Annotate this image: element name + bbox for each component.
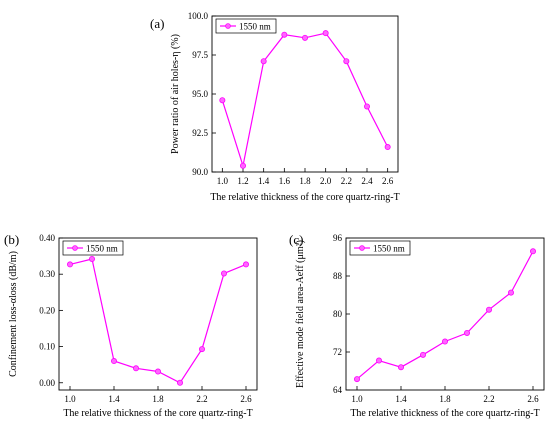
x-tick-label: 2.6 [527, 394, 539, 404]
data-point [397, 364, 404, 371]
y-tick-label: 90.0 [192, 167, 208, 177]
x-tick-label: 1.6 [279, 176, 291, 186]
data-point [111, 358, 118, 365]
legend-marker [359, 245, 365, 251]
data-point [343, 58, 350, 65]
y-tick-label: 0.40 [39, 233, 55, 243]
y-tick-label: 96 [333, 233, 343, 243]
x-tick-label: 2.6 [382, 176, 394, 186]
x-tick-label: 2.2 [341, 176, 352, 186]
legend-marker [225, 23, 231, 29]
y-tick-label: 0.20 [39, 305, 55, 315]
legend-box [215, 18, 277, 34]
data-point [220, 270, 227, 277]
data-point [363, 103, 370, 110]
y-tick-label: 88 [333, 271, 343, 281]
y-axis-label: Power ratio of air holes-η (%) [170, 34, 181, 154]
y-tick-label: 97.5 [192, 50, 208, 60]
data-point [507, 289, 514, 296]
x-tick-label: 1.4 [108, 394, 120, 404]
data-point [301, 34, 308, 41]
data-point [239, 162, 246, 169]
series-line [221, 32, 389, 166]
x-axis-label: The relative thickness of the core quart… [210, 192, 399, 203]
legend-label: 1550 nm [86, 244, 118, 254]
x-tick-label: 2.6 [240, 394, 252, 404]
x-tick-label: 1.2 [237, 176, 248, 186]
plot-frame [58, 237, 258, 391]
y-tick-label: 100.0 [188, 11, 209, 21]
data-point [353, 376, 360, 383]
data-point [281, 31, 288, 38]
panel-label: (b) [4, 232, 19, 247]
x-axis-label: The relative thickness of the core quart… [350, 408, 539, 419]
x-axis-label: The relative thickness of the core quart… [63, 408, 252, 419]
panel-label: (c) [289, 232, 303, 247]
y-tick-label: 95.0 [192, 89, 208, 99]
y-tick-label: 72 [333, 347, 342, 357]
legend-box [62, 240, 124, 256]
legend-box [349, 240, 411, 256]
data-point [89, 255, 96, 262]
data-point [176, 379, 183, 386]
chart-panel: 1.0 1.4 1.8 2.2 2.6 0.00 0.10 0.20 0.30 0.40 The r… [4, 232, 258, 419]
x-tick-label: 2.4 [361, 176, 373, 186]
data-point [242, 261, 249, 268]
y-tick-label: 64 [333, 385, 343, 395]
y-axis-label: Confinement loss-αloss (dB/m) [8, 251, 19, 377]
x-tick-label: 2.0 [320, 176, 332, 186]
series-line [69, 258, 247, 384]
data-point [485, 306, 492, 313]
y-tick-label: 92.5 [192, 128, 208, 138]
panel-label: (a) [150, 16, 164, 31]
x-tick-label: 1.8 [439, 394, 451, 404]
data-point [419, 351, 426, 358]
data-point [260, 58, 267, 65]
series-line [356, 251, 534, 380]
data-point [219, 97, 226, 104]
legend-label: 1550 nm [373, 244, 405, 254]
x-tick-label: 1.8 [299, 176, 311, 186]
y-axis-label: Effective mode field area-Aeff (μm²) [295, 240, 306, 388]
plot-frame [345, 237, 545, 391]
x-tick-label: 1.0 [217, 176, 229, 186]
data-point [132, 365, 139, 372]
legend-label: 1550 nm [239, 22, 271, 32]
data-point [154, 368, 161, 375]
chart-panel: 1.0 1.2 1.4 1.6 1.8 2.0 2.2 2.4 2.6 90.0 92.5 95.0 9… [150, 11, 400, 203]
data-point [384, 144, 391, 151]
data-point [198, 346, 205, 353]
data-point [530, 248, 537, 255]
data-point [463, 329, 470, 336]
data-point [375, 357, 382, 364]
data-point [322, 30, 329, 37]
x-tick-label: 2.2 [483, 394, 494, 404]
y-tick-label: 0.30 [39, 269, 55, 279]
y-tick-label: 0.10 [39, 342, 55, 352]
legend-marker [72, 245, 78, 251]
data-point [67, 261, 74, 268]
y-tick-label: 80 [333, 309, 343, 319]
chart-panel: 1.0 1.4 1.8 2.2 2.6 64 72 80 88 96 The relative th… [289, 232, 545, 419]
data-point [441, 338, 448, 345]
x-tick-label: 1.4 [258, 176, 270, 186]
y-tick-label: 0.00 [39, 378, 55, 388]
x-tick-label: 1.4 [395, 394, 407, 404]
x-tick-label: 2.2 [196, 394, 207, 404]
x-tick-label: 1.0 [351, 394, 363, 404]
x-tick-label: 1.0 [64, 394, 76, 404]
x-tick-label: 1.8 [152, 394, 164, 404]
